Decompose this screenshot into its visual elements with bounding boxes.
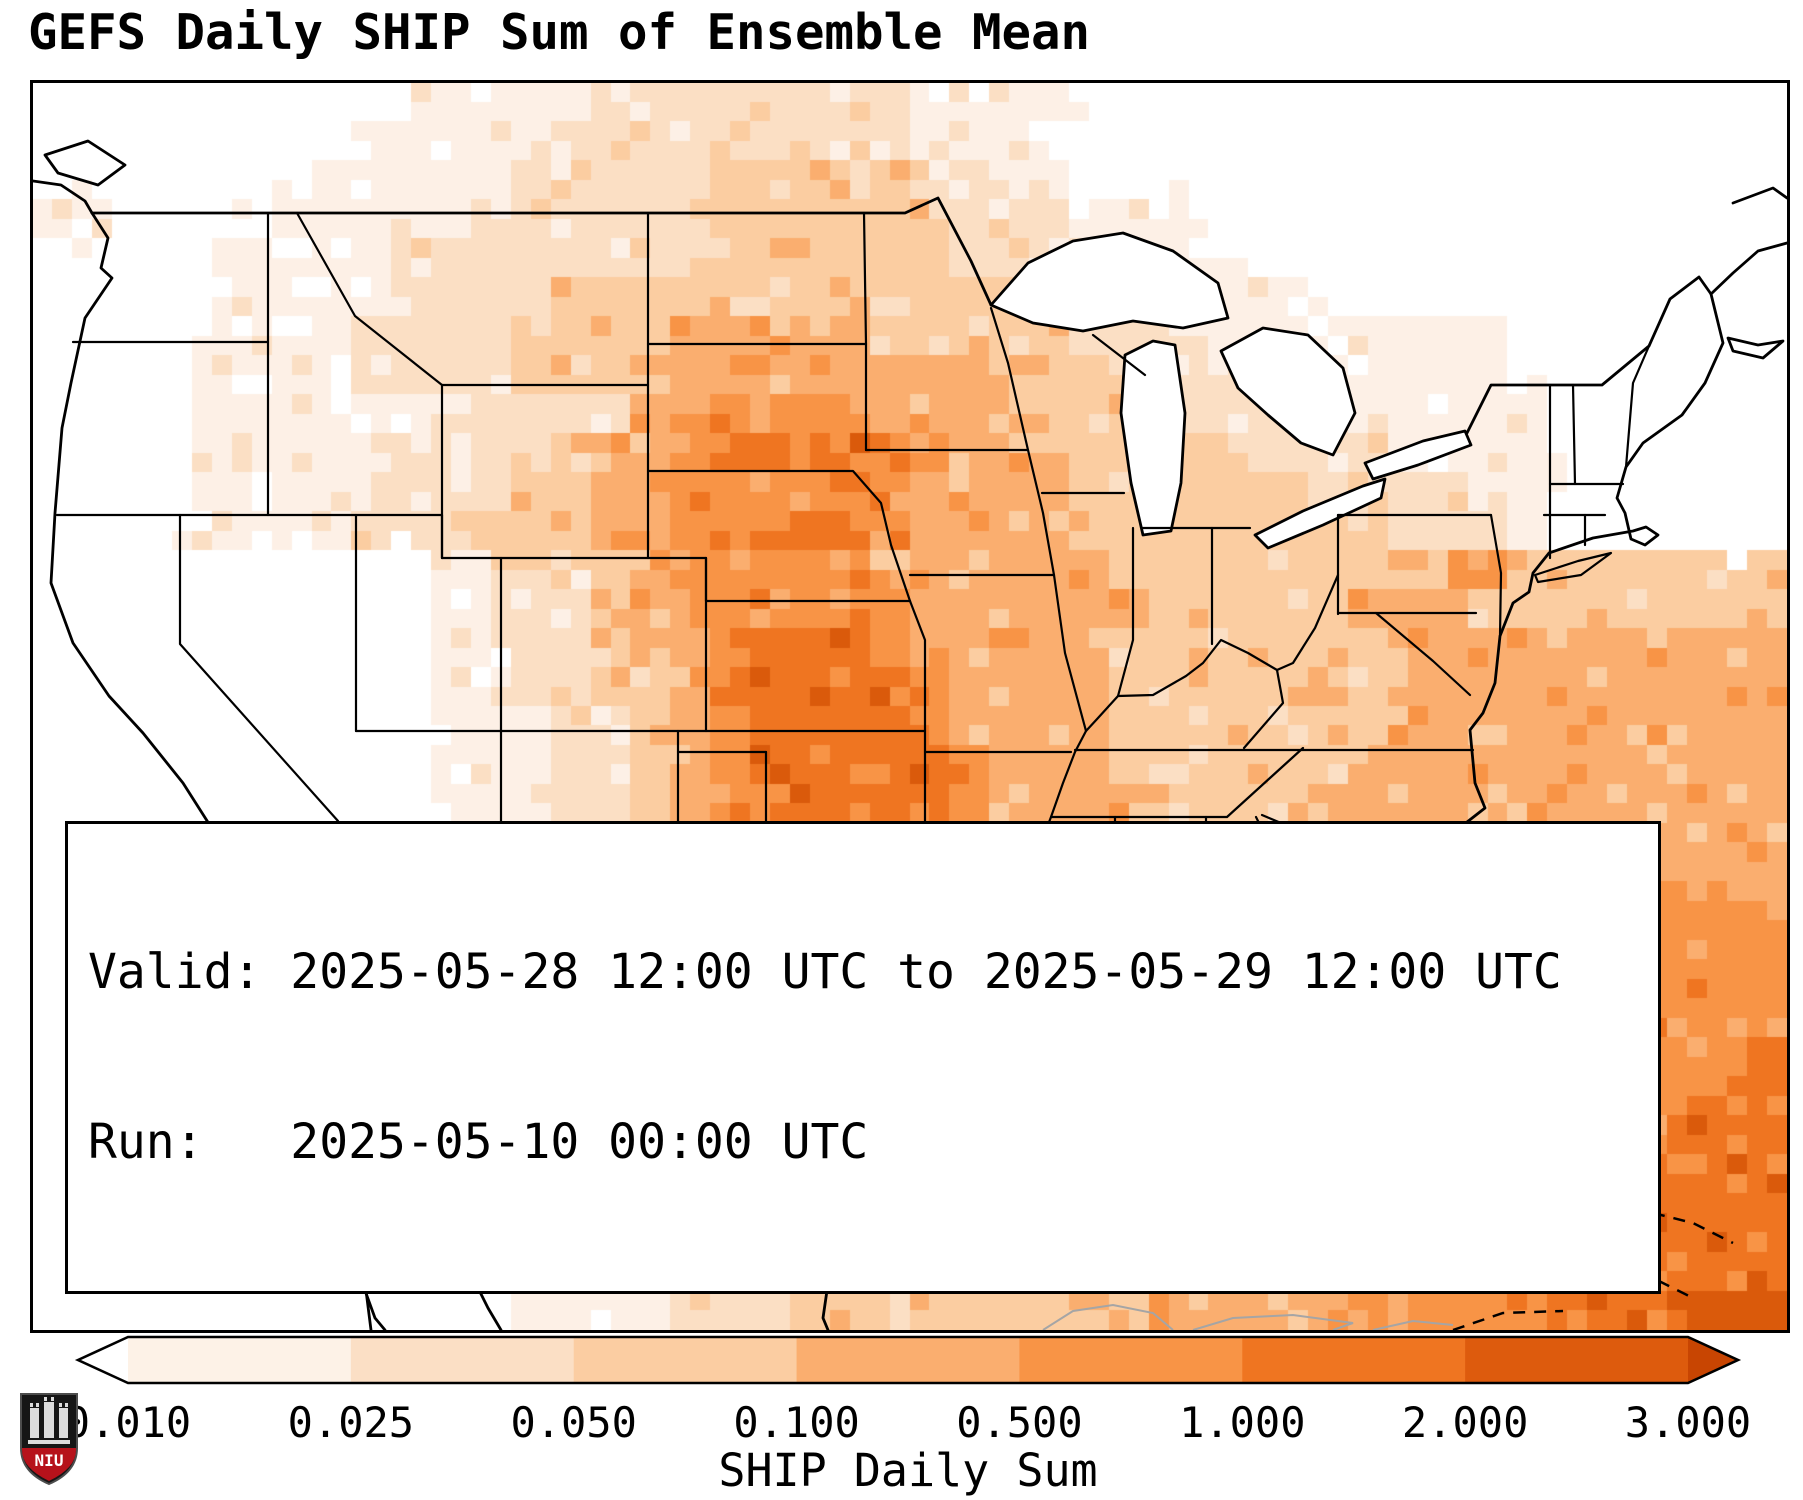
- colorbar-svg: [74, 1335, 1742, 1385]
- colorbar-tick: 0.025: [287, 1398, 415, 1447]
- map-panel: Valid: 2025-05-28 12:00 UTC to 2025-05-2…: [30, 80, 1790, 1333]
- lakes-group: [989, 231, 1473, 550]
- gray-coastline-group: [1042, 1303, 1454, 1330]
- colorbar-tick: 0.010: [64, 1398, 192, 1447]
- colorbar-tick: 0.050: [510, 1398, 637, 1447]
- colorbar-tick: 0.500: [956, 1398, 1083, 1447]
- state-borders-group: [55, 211, 1651, 1074]
- niu-logo-text: NIU: [35, 1451, 64, 1470]
- colorbar-tick: 0.100: [733, 1398, 860, 1447]
- validity-info-box: Valid: 2025-05-28 12:00 UTC to 2025-05-2…: [65, 821, 1661, 1294]
- figure-title: GEFS Daily SHIP Sum of Ensemble Mean: [28, 4, 1091, 61]
- colorbar-tick: 2.000: [1401, 1398, 1529, 1447]
- colorbar-tick: 3.000: [1624, 1398, 1752, 1447]
- niu-shield-icon: NIU: [20, 1393, 78, 1486]
- valid-time-line: Valid: 2025-05-28 12:00 UTC to 2025-05-2…: [88, 944, 1562, 1001]
- niu-logo: NIU: [18, 1392, 80, 1490]
- run-time-line: Run: 2025-05-10 00:00 UTC: [88, 1114, 869, 1171]
- colorbar-tick: 1.000: [1179, 1398, 1306, 1447]
- colorbar-label: SHIP Daily Sum: [718, 1444, 1098, 1497]
- colorbar: 0.010 0.025 0.050 0.100 0.500 1.000 2.000 3.000…: [0, 1332, 1803, 1500]
